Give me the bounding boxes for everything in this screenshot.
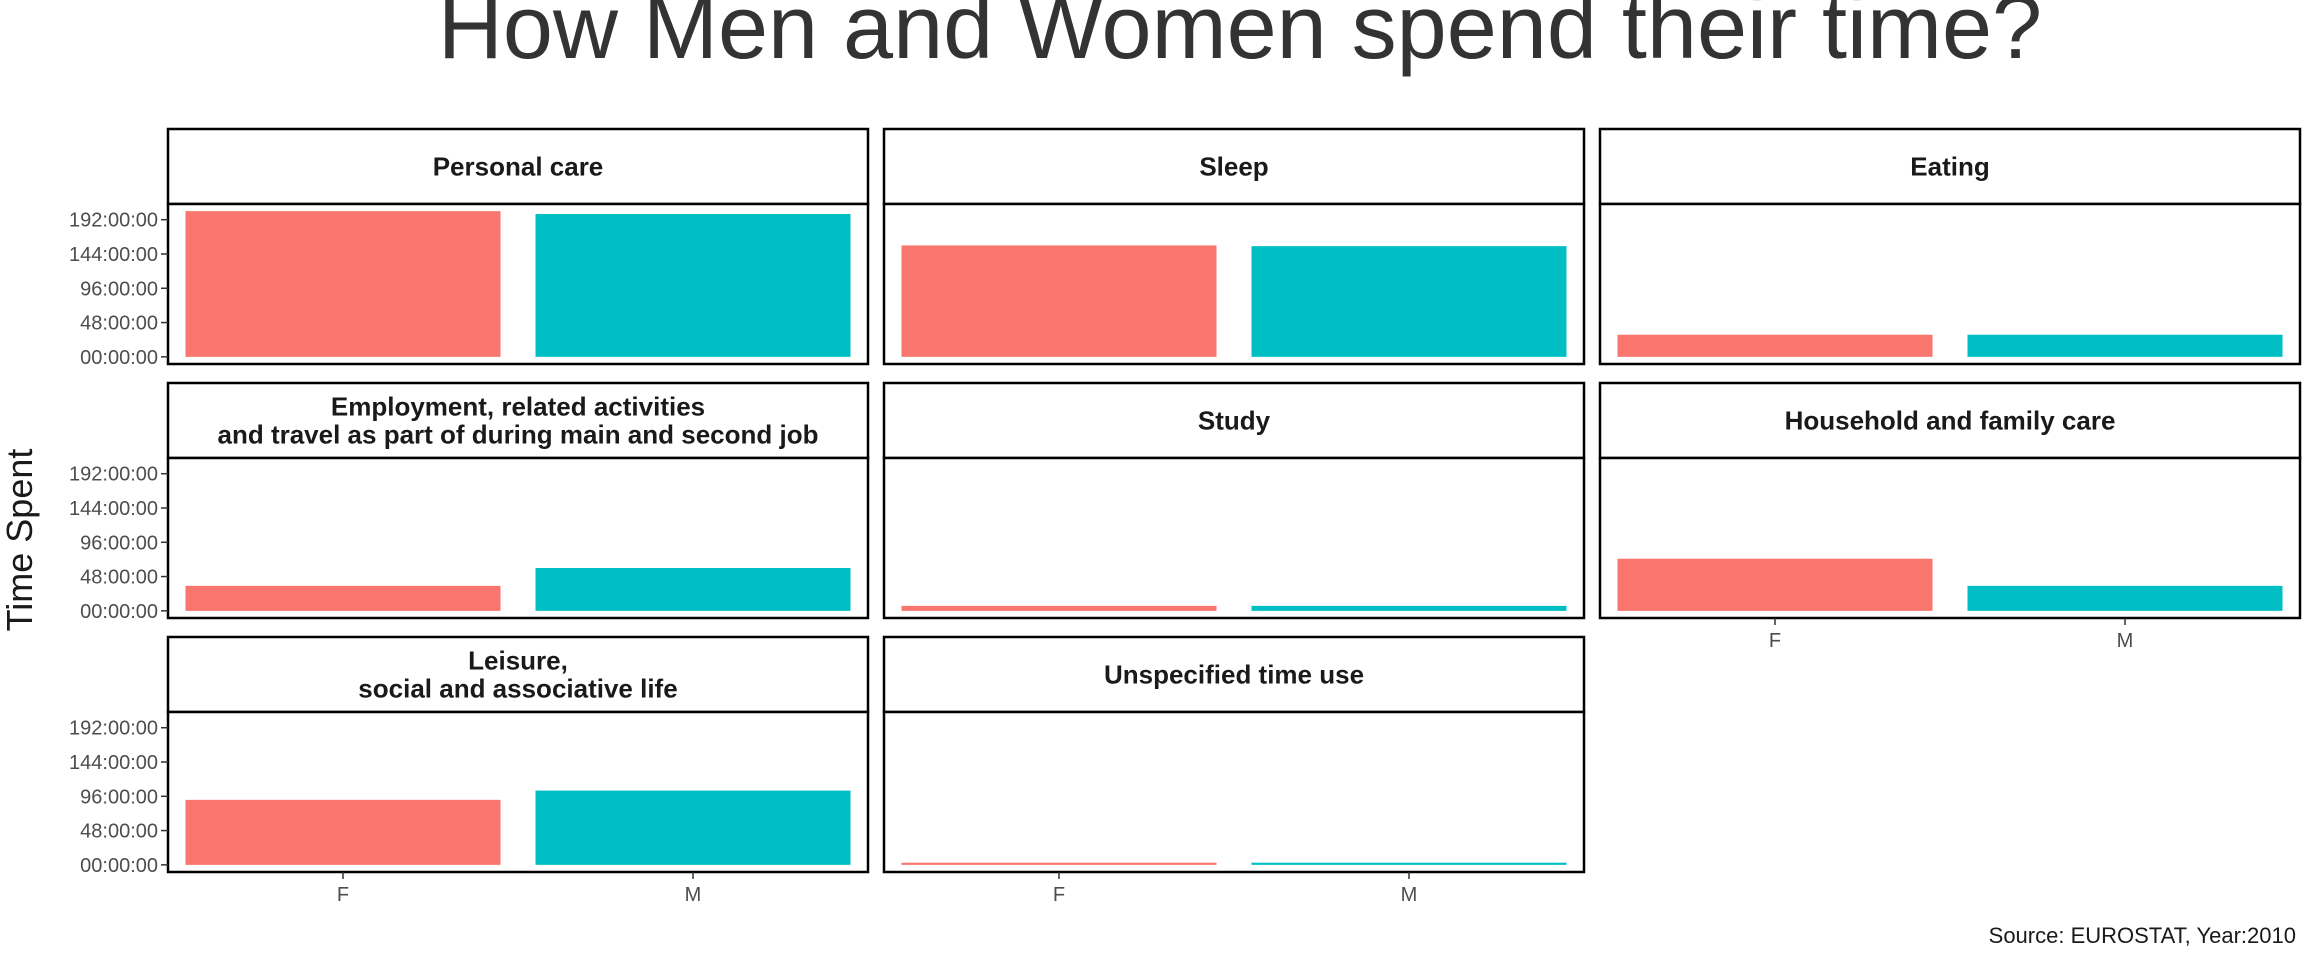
y-tick-label: 144:00:00 bbox=[69, 244, 158, 266]
x-tick-label: M bbox=[685, 884, 702, 906]
facet-title: Employment, related activities bbox=[331, 392, 705, 422]
facet-strip bbox=[166, 127, 870, 206]
x-tick-label: M bbox=[1401, 884, 1418, 906]
bar-m bbox=[1251, 862, 1567, 865]
bar-f bbox=[185, 211, 501, 357]
facet-strip bbox=[166, 381, 870, 460]
y-tick-label: 144:00:00 bbox=[69, 498, 158, 520]
facet-panel: Sleep bbox=[882, 127, 1586, 366]
bar-m bbox=[1251, 246, 1567, 357]
y-tick-label: 00:00:00 bbox=[80, 601, 158, 623]
y-tick-label: 48:00:00 bbox=[80, 567, 158, 589]
facet-strip bbox=[1598, 381, 2302, 460]
bar-f bbox=[901, 605, 1217, 611]
x-tick-label: F bbox=[1769, 630, 1781, 652]
y-tick-label: 00:00:00 bbox=[80, 347, 158, 369]
caption: Source: EUROSTAT, Year:2010 bbox=[1989, 923, 2296, 948]
bar-f bbox=[185, 799, 501, 865]
bar-f bbox=[185, 585, 501, 611]
facet-panel: Eating bbox=[1598, 127, 2302, 366]
facet-title: Household and family care bbox=[1785, 406, 2116, 436]
x-tick-label: F bbox=[1053, 884, 1065, 906]
x-tick-label: F bbox=[337, 884, 349, 906]
y-tick-label: 192:00:00 bbox=[69, 718, 158, 740]
facet-strip bbox=[1598, 127, 2302, 206]
bar-m bbox=[535, 790, 851, 865]
facet-strip bbox=[882, 635, 1586, 714]
facet-title: Personal care bbox=[433, 152, 604, 182]
facet-strip bbox=[882, 381, 1586, 460]
facet-plot-area bbox=[882, 710, 1586, 874]
chart-title: How Men and Women spend their time? bbox=[438, 0, 2042, 78]
y-tick-label: 00:00:00 bbox=[80, 855, 158, 877]
y-tick-label: 96:00:00 bbox=[80, 278, 158, 300]
facet-panel: Personal care 00:00:00 48:00:00 96:00:00 144… bbox=[69, 127, 870, 369]
facet-panel: Leisure,social and associative life 00:00… bbox=[69, 635, 870, 906]
y-tick-label: 96:00:00 bbox=[80, 786, 158, 808]
bar-f bbox=[901, 245, 1217, 357]
facet-plot-area bbox=[882, 456, 1586, 620]
facet-title: social and associative life bbox=[358, 674, 677, 704]
facet-title: and travel as part of during main and se… bbox=[218, 420, 819, 450]
bar-m bbox=[1967, 334, 2283, 357]
facet-panel: Household and family care F M bbox=[1598, 381, 2302, 652]
bar-m bbox=[535, 214, 851, 357]
bar-f bbox=[1617, 334, 1933, 357]
facet-strip bbox=[882, 127, 1586, 206]
bar-f bbox=[1617, 558, 1933, 611]
facet-title: Eating bbox=[1910, 152, 1989, 182]
facet-panel: Study bbox=[882, 381, 1586, 620]
x-tick-label: M bbox=[2117, 630, 2134, 652]
bar-m bbox=[1251, 605, 1567, 611]
y-tick-label: 192:00:00 bbox=[69, 210, 158, 232]
facet-title: Unspecified time use bbox=[1104, 660, 1364, 690]
facet-strip bbox=[166, 635, 870, 714]
y-tick-label: 48:00:00 bbox=[80, 821, 158, 843]
y-tick-label: 48:00:00 bbox=[80, 313, 158, 335]
bar-m bbox=[535, 568, 851, 611]
bar-f bbox=[901, 862, 1217, 865]
y-tick-label: 96:00:00 bbox=[80, 532, 158, 554]
bar-m bbox=[1967, 585, 2283, 611]
y-tick-label: 192:00:00 bbox=[69, 464, 158, 486]
facet-title: Sleep bbox=[1199, 152, 1268, 182]
facet-title: Study bbox=[1198, 406, 1271, 436]
facet-title: Leisure, bbox=[468, 646, 568, 676]
facet-panel: Unspecified time use F M bbox=[882, 635, 1586, 906]
facet-panels: Personal care 00:00:00 48:00:00 96:00:00 144… bbox=[69, 127, 2302, 906]
y-axis-label: Time Spent bbox=[0, 449, 40, 632]
y-tick-label: 144:00:00 bbox=[69, 752, 158, 774]
